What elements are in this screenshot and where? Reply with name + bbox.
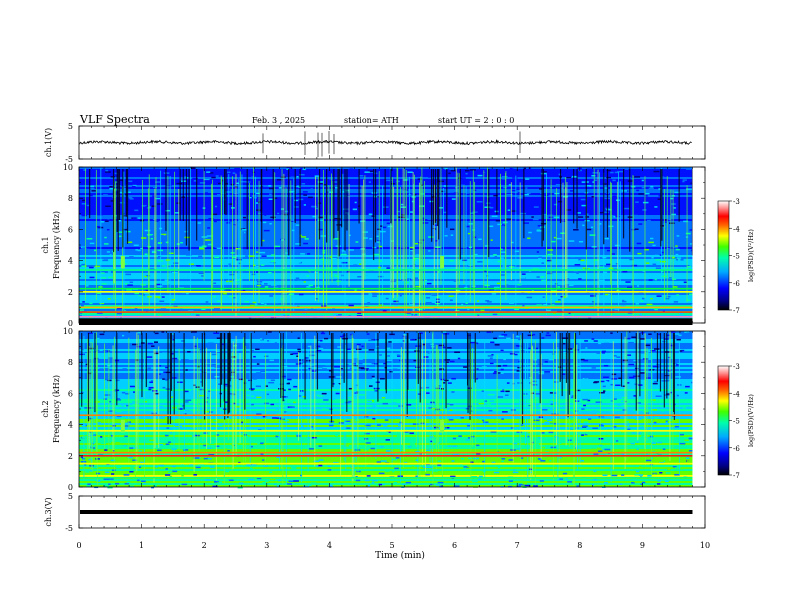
ch2-spectrogram-colorbar-tick: -7: [733, 472, 740, 480]
ch1-spectrogram-colorbar-tick: -6: [733, 280, 740, 288]
ch2-spectrogram-ytick-label: 0: [68, 483, 73, 492]
ch2-spectrogram-ytick-label: 8: [68, 358, 73, 367]
ch2-spectrogram-spot: [440, 419, 445, 433]
ch3-waveform-panel: 5 -5 ch.3(V): [44, 492, 706, 533]
ch1-waveform-ylabel: ch.1(V): [44, 128, 53, 157]
ch2-spectrogram-emission-line: [79, 476, 693, 479]
ch1-spectrogram-lowband: [79, 318, 693, 325]
station-label: station= ATH: [344, 116, 399, 125]
ch2-spectrogram-colorbar-label: log(PSD)(V²/Hz): [747, 394, 755, 447]
ch1-spectrogram-colorbar-label: log(PSD)(V²/Hz): [747, 229, 755, 282]
ch1-spectrogram-emission-line: [79, 291, 693, 293]
ch2-spectrogram-colorbar-gradient: [717, 365, 730, 476]
ch1-spectrogram-ytick-label: 0: [68, 319, 73, 328]
ch2-spectrogram-emission-line: [79, 414, 693, 417]
ch2-spectrogram-ytick-label: 2: [68, 452, 73, 461]
ch1-spectrogram-colorbar-gradient: [717, 200, 730, 311]
x-tick-label: 3: [264, 541, 269, 550]
ch2-spectrogram-emission-line: [79, 462, 693, 465]
ch2-spectrogram-colorbar-tick: -6: [733, 445, 740, 453]
ch1-waveform-frame: [78, 125, 706, 160]
x-tick-label: 7: [515, 541, 520, 550]
ch2-spectrogram-emission-line: [79, 430, 693, 432]
x-tick-label: 0: [76, 541, 81, 550]
ch1-spectrogram-ytick-label: 6: [68, 225, 73, 234]
ch2-colorbar: -3 -4 -5 -6 -7 log(PSD)(V²/Hz): [717, 363, 755, 480]
x-tick-label: 8: [577, 541, 582, 550]
ch2-spectrogram-emission-line: [79, 451, 693, 454]
ch1-waveform-ytick-label: 5: [68, 122, 73, 131]
ch1-spectrogram-panel: 0 2 4 6 8 10 ch.1 Frequency (kHz): [41, 163, 706, 328]
ch1-spectrogram-emission-line: [79, 287, 693, 290]
x-tick-label: 6: [452, 541, 457, 550]
ch1-spectrogram-emission-line: [79, 306, 693, 309]
ch1-spectrogram-ytick-label: 8: [68, 194, 73, 203]
ch2-spectrogram-colorbar-tick: -4: [733, 390, 740, 398]
x-tick-label: 1: [139, 541, 144, 550]
ch1-spectrogram-ytick-label: 2: [68, 288, 73, 297]
ch1-spectrogram-colorbar-tick: -3: [733, 198, 740, 206]
ch2-spectrogram-ytick-label: 10: [63, 327, 73, 336]
ch3-waveform-ytick-label: -5: [65, 524, 73, 533]
ch1-colorbar: -3 -4 -5 -6 -7 log(PSD)(V²/Hz): [717, 198, 755, 315]
x-tick-label: 4: [327, 541, 332, 550]
ch1-waveform-panel: 5 -5 ch.1(V): [44, 122, 706, 164]
date-label: Feb. 3 , 2025: [252, 116, 305, 125]
ch1-spectrogram-ylabel: ch.1 Frequency (kHz): [41, 211, 61, 279]
ch2-spectrogram-emission-line: [79, 455, 693, 457]
ch2-spectrogram-image: [79, 331, 698, 489]
time-axis: 0 1 2 3 4 5 6 7 8 9 10: [76, 541, 710, 550]
ch1-spectrogram-spot: [120, 255, 125, 269]
ch1-spectrogram-emission-line: [79, 315, 693, 318]
ch1-spectrogram-image: [79, 167, 696, 325]
x-tick-label: 5: [389, 541, 394, 550]
ch2-spectrogram-spot: [120, 419, 125, 433]
ch1-waveform-ytick-label: -5: [65, 155, 73, 164]
ch1-spectrogram-colorbar-tick: -4: [733, 225, 740, 233]
ch3-waveform-trace: [80, 510, 693, 514]
ch1-spectrogram-colorbar-tick: -5: [733, 253, 740, 261]
start-ut-label: start UT = 2 : 0 : 0: [438, 116, 514, 125]
ch2-spectrogram-colorbar-tick: -3: [733, 363, 740, 371]
x-tick-label: 10: [700, 541, 710, 550]
x-tick-label: 9: [640, 541, 645, 550]
x-axis-label: Time (min): [375, 550, 425, 561]
ch1-spectrogram-colorbar-tick: -7: [733, 307, 740, 315]
ch1-spectrogram-ytick-label: 4: [68, 257, 73, 266]
ch1-spectrogram-emission-line: [79, 311, 693, 313]
ch2-spectrogram-panel: 0 2 4 6 8 10 ch.2 Frequency (kHz): [41, 327, 706, 492]
x-tick-label: 2: [202, 541, 207, 550]
ch1-spectrogram-emission-line: [79, 269, 693, 271]
ch2-spectrogram-ylabel: ch.2 Frequency (kHz): [41, 375, 61, 443]
ch2-spectrogram-ytick-label: 4: [68, 421, 73, 430]
ch2-spectrogram-ytick-label: 6: [68, 389, 73, 398]
ch1-spectrogram-ytick-label: 10: [63, 163, 73, 172]
ch1-spectrogram-spot: [440, 255, 445, 269]
ch3-waveform-ytick-label: 5: [68, 492, 73, 501]
ch3-waveform-ylabel: ch.3(V): [44, 497, 53, 526]
figure-title: VLF Spectra: [79, 113, 150, 126]
ch2-spectrogram-colorbar-tick: -5: [733, 418, 740, 426]
ch1-waveform-trace: [79, 138, 692, 146]
